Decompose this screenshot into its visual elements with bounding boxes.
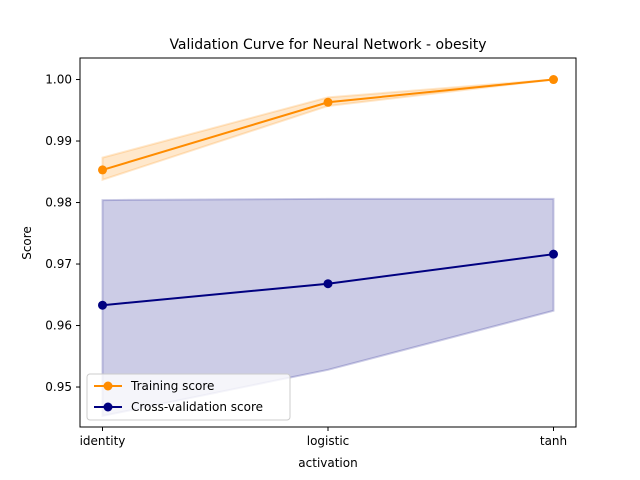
chart-title: Validation Curve for Neural Network - ob…: [169, 37, 486, 53]
x-axis: identity logistic tanh: [80, 427, 567, 448]
y-tick-label: 0.97: [45, 257, 72, 271]
x-axis-title: activation: [298, 456, 357, 470]
legend: Training score Cross-validation score: [86, 373, 291, 421]
legend-label-0: Training score: [130, 379, 214, 393]
band-series-0: [101, 78, 554, 182]
series-points: [98, 75, 558, 310]
point-series-0-1: [323, 97, 333, 107]
x-tick-label: logistic: [307, 434, 350, 448]
y-tick-label: 0.98: [45, 196, 72, 210]
legend-marker-1: [103, 402, 113, 412]
y-tick-label: 1.00: [45, 73, 72, 87]
legend-label-1: Cross-validation score: [131, 400, 263, 414]
y-tick-label: 0.99: [45, 134, 72, 148]
point-series-1-1: [323, 279, 333, 289]
point-series-0-2: [549, 75, 558, 85]
y-tick-label: 0.96: [45, 319, 72, 333]
confidence-bands: [101, 78, 555, 418]
x-tick-label: tanh: [540, 434, 567, 448]
y-axis: 0.95 0.96 0.97 0.98 0.99 1.00: [45, 73, 80, 394]
point-series-0-0: [98, 165, 107, 175]
point-series-1-0: [98, 300, 107, 310]
y-tick-label: 0.95: [45, 380, 72, 394]
legend-marker-0: [103, 381, 113, 391]
point-series-1-2: [549, 249, 558, 259]
x-tick-label: identity: [80, 434, 126, 448]
y-axis-title: Score: [20, 226, 34, 260]
legend-box: [86, 373, 291, 421]
